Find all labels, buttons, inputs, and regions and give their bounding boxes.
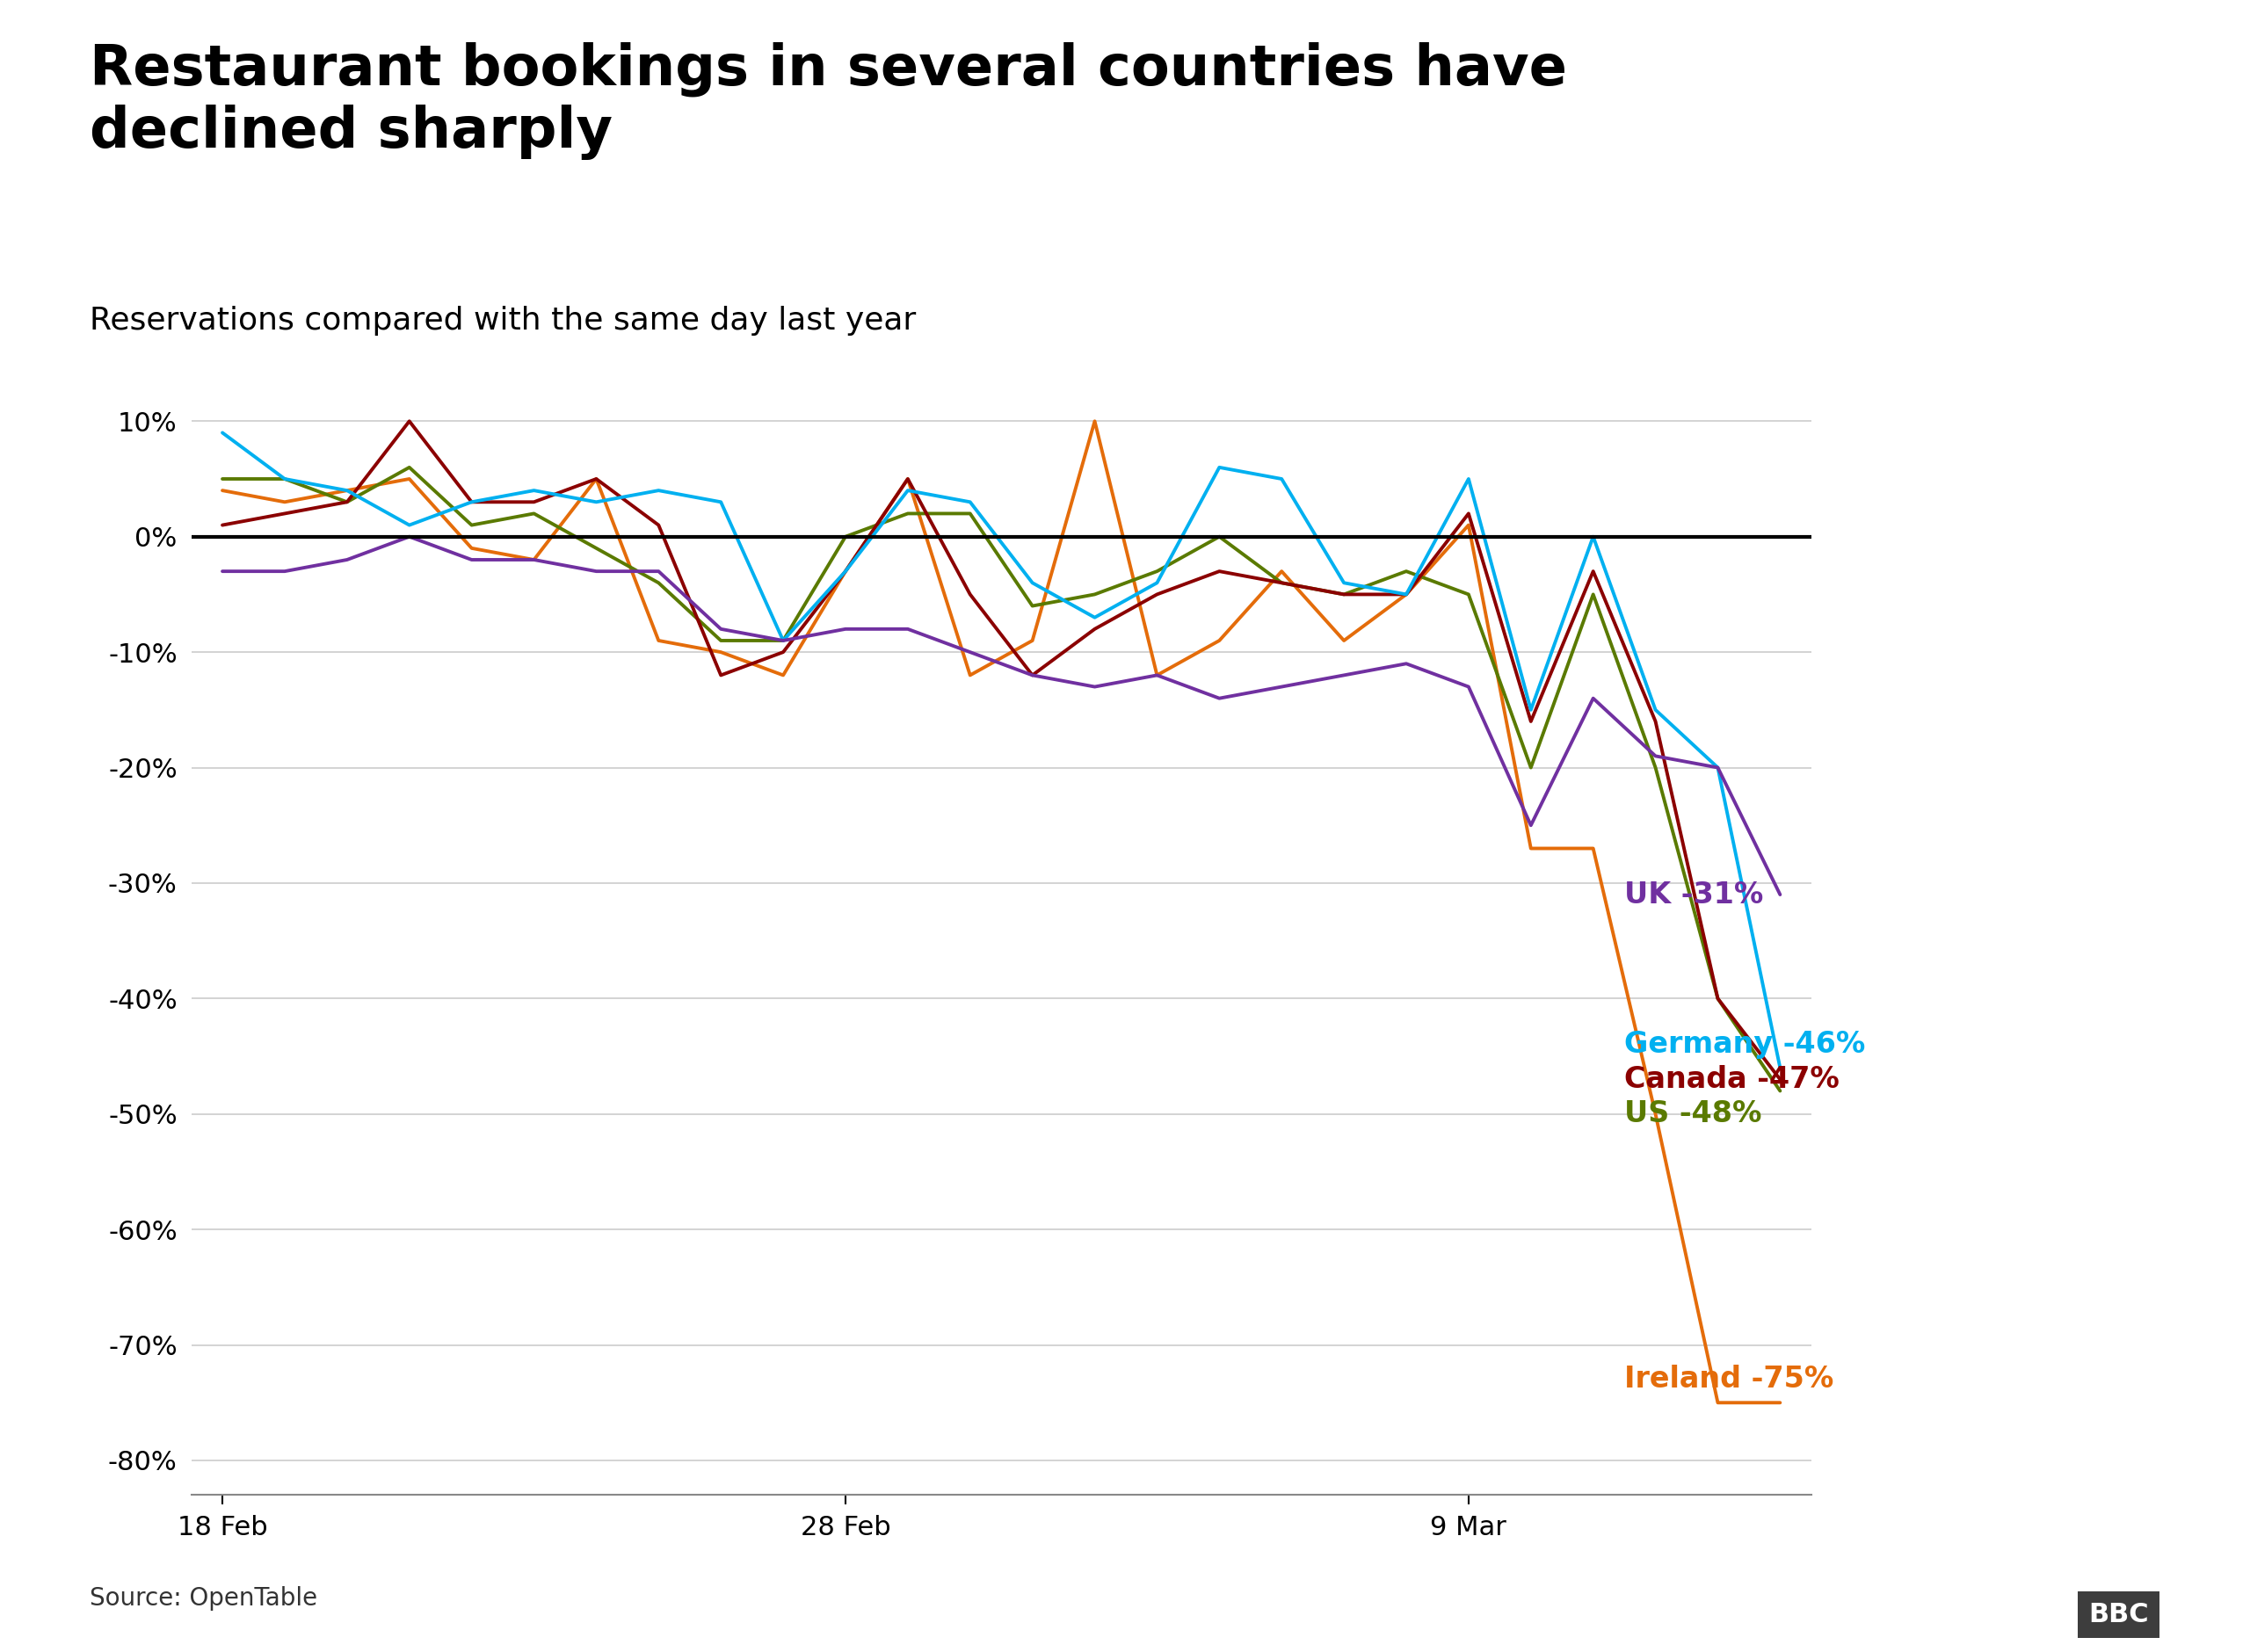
Text: Source: OpenTable: Source: OpenTable [90, 1586, 317, 1611]
Text: Ireland -75%: Ireland -75% [1624, 1365, 1834, 1394]
Text: Canada -47%: Canada -47% [1624, 1066, 1840, 1094]
Text: UK -31%: UK -31% [1624, 881, 1764, 909]
Text: Reservations compared with the same day last year: Reservations compared with the same day … [90, 306, 916, 335]
Text: BBC: BBC [2088, 1602, 2149, 1627]
Text: Restaurant bookings in several countries have
declined sharply: Restaurant bookings in several countries… [90, 41, 1568, 160]
Text: Germany -46%: Germany -46% [1624, 1031, 1865, 1059]
Text: US -48%: US -48% [1624, 1100, 1762, 1128]
